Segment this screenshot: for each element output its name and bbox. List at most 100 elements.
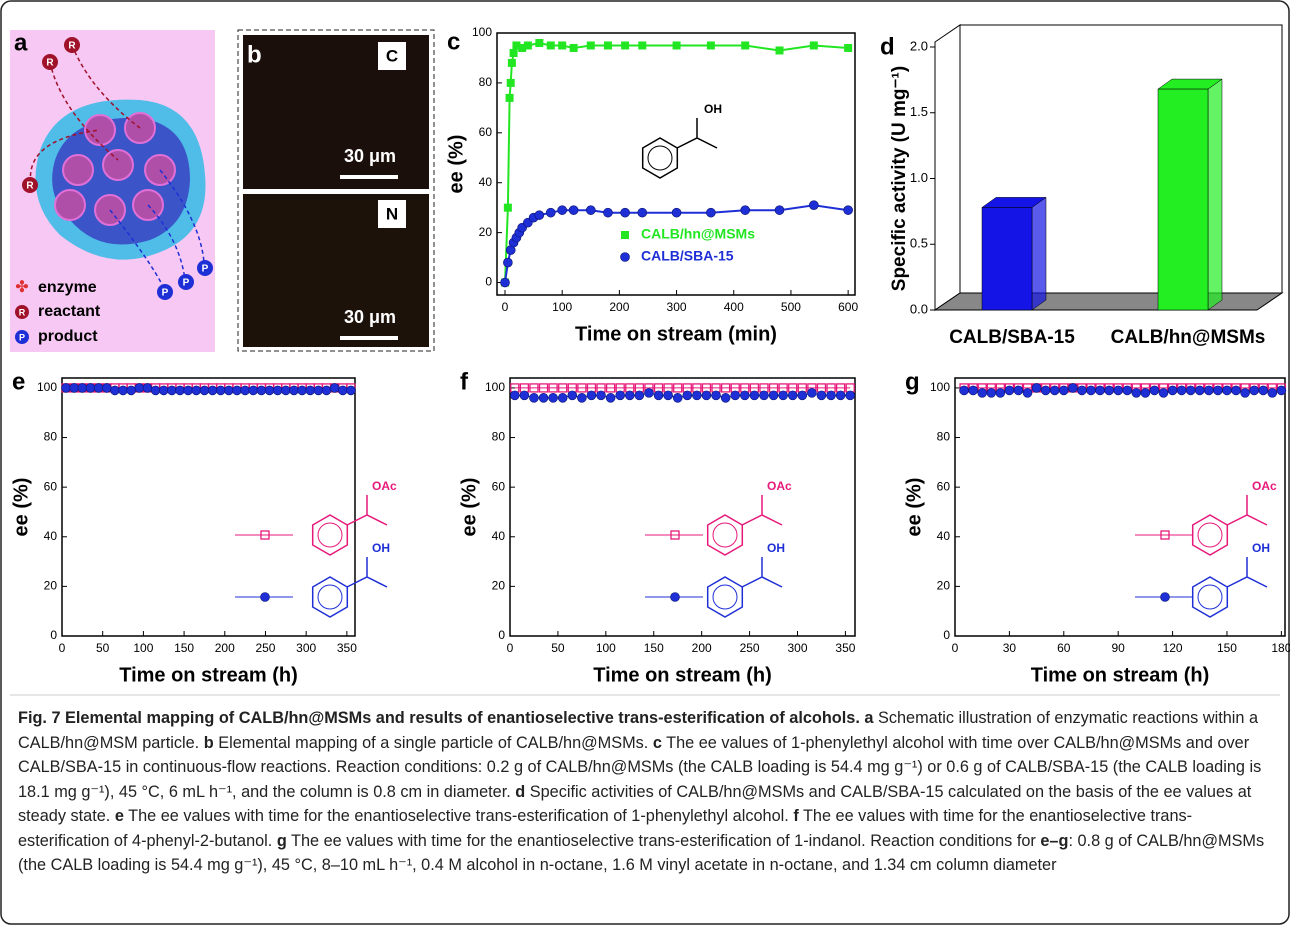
x-tick-label: 400 (724, 300, 744, 314)
data-point (167, 385, 177, 396)
data-point (264, 385, 275, 396)
data-point (305, 385, 316, 396)
data-point (1267, 388, 1278, 398)
data-point (603, 41, 612, 50)
data-point (1040, 385, 1051, 396)
data-point (535, 38, 544, 47)
data-point (545, 207, 556, 218)
x-axis-label: Time on stream (min) (575, 323, 777, 345)
y-tick-label: 0.5 (910, 236, 928, 251)
data-point (158, 385, 169, 396)
data-point (797, 390, 808, 401)
chain (676, 118, 718, 149)
data-point (1031, 383, 1042, 393)
data-point (585, 205, 596, 215)
bar (1157, 88, 1209, 311)
y-tick-label: 40 (492, 529, 506, 543)
data-point (1104, 385, 1114, 396)
y-axis-label: ee (%) (10, 478, 32, 537)
caption-text: : 0.8 g of CALB/hn@MSMs (the CALB loadin… (18, 831, 1265, 875)
data-point (1131, 388, 1142, 398)
data-point (569, 43, 578, 52)
data-point (835, 390, 846, 401)
enzyme-icon: ✤ (15, 279, 28, 296)
data-point (1258, 385, 1269, 396)
data-point (272, 385, 283, 396)
data-point (843, 205, 853, 215)
legend-label: CALB/hn@MSMs (641, 226, 755, 242)
legend-label: CALB/SBA-15 (641, 248, 734, 264)
data-point (1113, 385, 1123, 396)
x-tick-label: 100 (133, 641, 153, 655)
x-tick-label: 200 (692, 641, 712, 655)
enzyme-pores (54, 112, 176, 226)
legend-marker (621, 231, 629, 239)
y-tick-label: 20 (492, 579, 506, 593)
panel-letter: e (12, 368, 25, 395)
x-axis-label: Time on stream (h) (119, 664, 298, 686)
y-tick-label: 100 (37, 380, 57, 394)
data-point (1276, 385, 1287, 396)
structure-label: OAc (767, 479, 792, 493)
data-point (85, 383, 96, 393)
caption-text: Specific activities of CALB/hn@MSMs and … (18, 782, 1252, 826)
data-point (232, 385, 242, 396)
product-symbol: P (19, 332, 25, 342)
data-point (281, 385, 291, 396)
data-point (248, 385, 259, 396)
data-point (69, 383, 80, 393)
ring-bond (712, 584, 738, 610)
data-point (1058, 385, 1069, 396)
caption-text: a (864, 709, 874, 727)
x-tick-label: 100 (596, 641, 616, 655)
caption-text: d (515, 782, 526, 801)
data-point (809, 200, 819, 210)
data-point (529, 383, 539, 393)
data-point (1222, 385, 1232, 396)
product-icon (197, 260, 213, 276)
reactant-symbol: R (68, 41, 76, 52)
data-point (77, 383, 88, 393)
y-tick-label: 0.0 (910, 301, 928, 316)
data-point (546, 41, 555, 50)
x-tick-label: 300 (667, 300, 687, 314)
y-tick-label: 80 (492, 430, 506, 444)
data-point (297, 385, 307, 396)
caption-text: The ee values with time for the enantios… (18, 807, 1193, 850)
data-point (986, 388, 997, 398)
data-point (671, 207, 682, 218)
ring-bond (1197, 584, 1223, 610)
y-tick-label: 100 (485, 380, 505, 394)
reactant-icon (22, 177, 38, 193)
caption-text: e (114, 807, 124, 825)
data-point (807, 388, 817, 398)
data-point (558, 383, 568, 393)
data-point (1086, 385, 1096, 396)
product-icon (157, 284, 173, 300)
data-point (739, 390, 750, 401)
structure-label: OAc (1252, 479, 1277, 493)
reactant-icon (15, 305, 29, 319)
data-point (1240, 388, 1250, 398)
y-tick-label: 20 (44, 579, 58, 593)
data-point (110, 385, 120, 396)
reactant-icon (42, 54, 58, 70)
legend-marker (260, 530, 270, 540)
y-tick-label: 40 (44, 529, 58, 543)
data-point (759, 390, 769, 401)
x-tick-label: 200 (215, 641, 235, 655)
data-point (512, 41, 521, 50)
x-tick-label: 50 (551, 641, 565, 655)
data-point (959, 385, 969, 396)
data-point (61, 383, 71, 393)
chain (741, 495, 783, 526)
x-tick-label: 180 (1271, 641, 1290, 655)
caption-text: Fig. 7 Elemental mapping of CALB/hn@MSMs… (18, 709, 860, 727)
x-tick-label: 0 (507, 641, 514, 655)
caption-text: f (793, 807, 799, 825)
y-tick-label: 40 (479, 175, 493, 189)
x-tick-label: 300 (296, 641, 316, 655)
caption-text: The ee values with time for the enantios… (123, 807, 794, 825)
product-icon (178, 274, 194, 290)
data-point (701, 390, 712, 401)
